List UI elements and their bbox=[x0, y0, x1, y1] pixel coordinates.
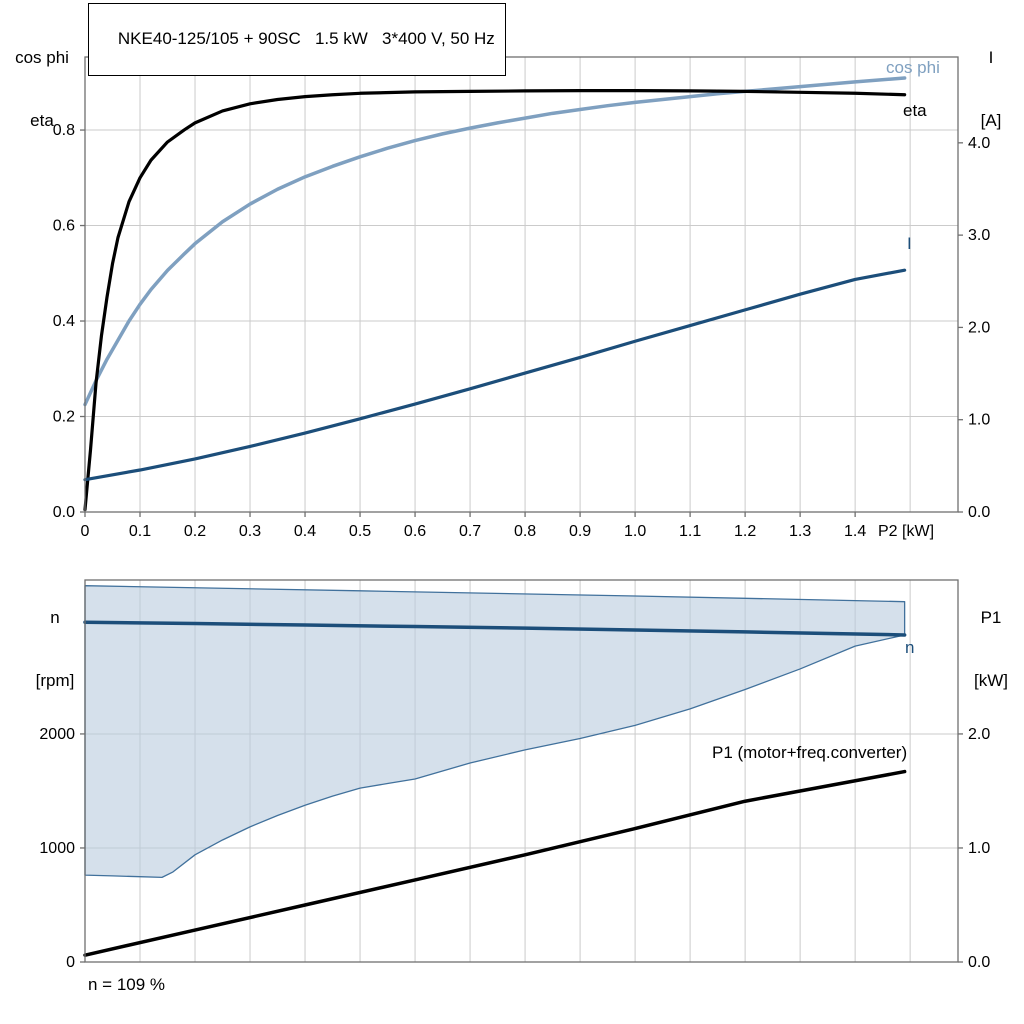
left-axis-label-eta: eta bbox=[30, 111, 54, 131]
chart-title-box: NKE40-125/105 + 90SC 1.5 kW 3*400 V, 50 … bbox=[88, 3, 506, 76]
bottom-left-axis-label: n [rpm] bbox=[22, 564, 88, 734]
right-axis-label-A-unit: [A] bbox=[980, 111, 1002, 131]
tick-label-x: 0.3 bbox=[239, 523, 261, 540]
tick-label-right: 2.0 bbox=[968, 319, 990, 336]
tick-label-left: 0 bbox=[66, 954, 75, 971]
tick-label-x: 0 bbox=[81, 523, 90, 540]
left-axis-label-n: n bbox=[50, 607, 60, 627]
bottom-right-axis-label: P1 [kW] bbox=[964, 564, 1018, 734]
tick-label-left: 2000 bbox=[39, 726, 75, 743]
tick-label-x: 1.0 bbox=[624, 523, 646, 540]
current-curve-label: I bbox=[907, 234, 912, 253]
tick-label-x: 1.2 bbox=[734, 523, 756, 540]
x-axis-unit-label: P2 [kW] bbox=[878, 523, 934, 540]
series-eta bbox=[83, 89, 907, 512]
chart-0: 0.0 0.2 0.4 0.6 0.8 0.0 1.0 2.0 3.0 4.0 0 0.1 0.2 0.3… bbox=[53, 56, 990, 540]
left-axis-label-cos-phi: cos phi bbox=[15, 47, 69, 67]
speed-percent-annotation: n = 109 % bbox=[88, 975, 166, 994]
tick-label-right: 0.0 bbox=[968, 504, 990, 521]
series-i bbox=[83, 268, 907, 482]
tick-label-x: 1.3 bbox=[789, 523, 811, 540]
tick-label-x: 0.9 bbox=[569, 523, 591, 540]
cos-phi-curve-label: cos phi bbox=[886, 58, 940, 77]
tick-label-x: 0.6 bbox=[404, 523, 426, 540]
series-p1-motor-freq-converter- bbox=[83, 769, 907, 957]
tick-label-right: 0.0 bbox=[968, 954, 990, 971]
top-left-axis-label: cos phi eta bbox=[6, 4, 78, 174]
tick-label-left: 0.4 bbox=[53, 313, 75, 330]
tick-label-x: 0.2 bbox=[184, 523, 206, 540]
tick-label-left: 0.6 bbox=[53, 218, 75, 235]
tick-label-right: 1.0 bbox=[968, 840, 990, 857]
tick-label-x: 0.1 bbox=[129, 523, 151, 540]
tick-label-x: 0.4 bbox=[294, 523, 316, 540]
left-axis-label-rpm-unit: [rpm] bbox=[35, 671, 75, 691]
series-n bbox=[83, 620, 907, 637]
tick-label-x: 0.7 bbox=[459, 523, 481, 540]
tick-label-x: 1.1 bbox=[679, 523, 701, 540]
chart-title: NKE40-125/105 + 90SC 1.5 kW 3*400 V, 50 … bbox=[117, 29, 495, 49]
chart-1: 0 1000 2000 0.0 1.0 2.0 bbox=[39, 579, 990, 971]
plot-frame bbox=[84, 56, 959, 513]
tick-label-left: 0.2 bbox=[53, 409, 75, 426]
tick-label-left: 0.0 bbox=[53, 504, 75, 521]
right-axis-label-kW-unit: [kW] bbox=[974, 671, 1008, 691]
series-cos-phi bbox=[83, 76, 907, 407]
tick-label-right: 3.0 bbox=[968, 227, 990, 244]
right-axis-label-I: I bbox=[988, 47, 994, 67]
tick-label-x: 1.4 bbox=[844, 523, 866, 540]
plot-frame bbox=[84, 579, 959, 963]
top-right-axis-label: I [A] bbox=[966, 4, 1016, 174]
tick-label-right: 1.0 bbox=[968, 412, 990, 429]
tick-label-x: 0.8 bbox=[514, 523, 536, 540]
tick-label-right: 2.0 bbox=[968, 726, 990, 743]
speed-range-area bbox=[84, 585, 906, 879]
speed-curve-label: n bbox=[905, 638, 915, 657]
eta-curve-label: eta bbox=[903, 101, 927, 120]
tick-label-left: 0.8 bbox=[53, 122, 75, 139]
tick-label-left: 1000 bbox=[39, 840, 75, 857]
tick-label-x: 0.5 bbox=[349, 523, 371, 540]
tick-label-right: 4.0 bbox=[968, 135, 990, 152]
right-axis-label-P1: P1 bbox=[980, 607, 1002, 627]
p1-curve-label: P1 (motor+freq.converter) bbox=[712, 743, 908, 762]
